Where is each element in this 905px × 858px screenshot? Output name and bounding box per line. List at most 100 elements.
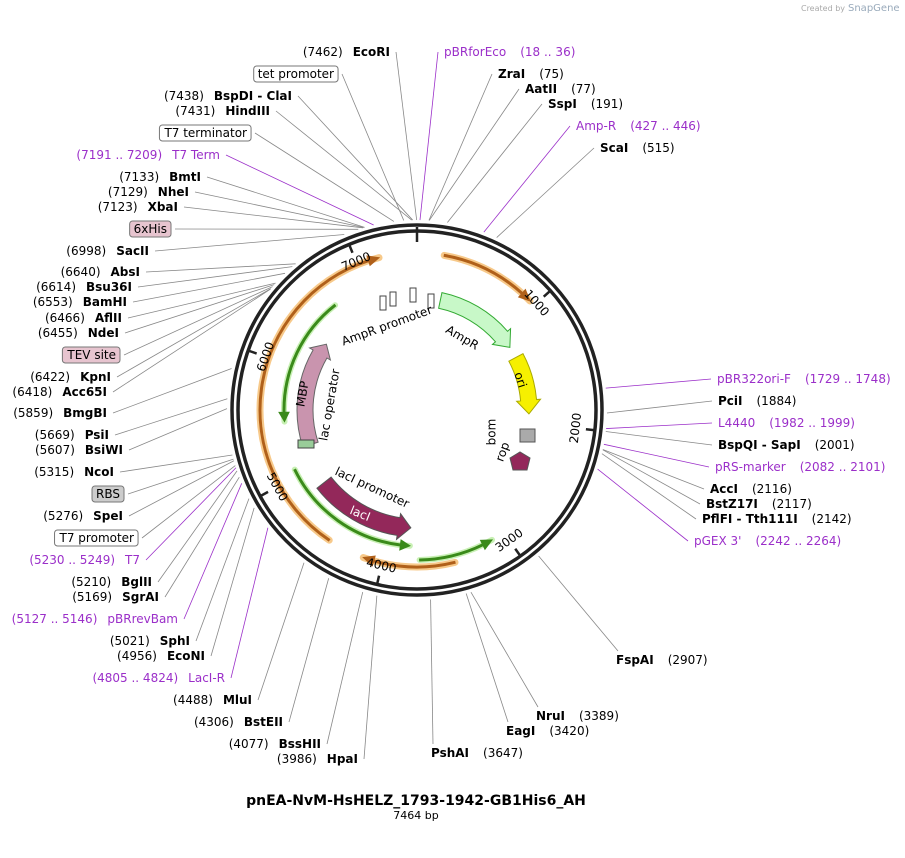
left-label: (5315) NcoI [34,465,114,479]
site-name: SacII [116,244,149,258]
left-label: (6614) Bsu36I [36,280,132,294]
feature-name: 6xHis [134,222,167,236]
site-name: PsiI [85,428,109,442]
site-name: BmgBI [63,406,107,420]
feature-label: ori [511,370,529,389]
leader-line [123,286,273,356]
position: (5230 .. 5249) [29,553,115,567]
site-name: NruI [536,709,565,723]
promoter-arc-line [278,303,337,423]
position: (4306) [194,715,234,729]
site-name: Acc65I [62,385,107,399]
leader-line [257,562,305,701]
promoter-mark [427,293,435,309]
position: (6455) [38,326,78,340]
left-label: (4805 .. 4824) LacI-R [92,671,225,685]
leader-line [395,51,418,221]
site-name: FspAI [616,653,654,667]
backbone-outer [230,223,604,597]
left-label: (4306) BstEII [194,715,283,729]
position: (191) [591,97,623,111]
site-name: SpeI [93,509,123,523]
left-label: (6466) AflII [45,311,122,325]
leader-line [183,483,243,620]
feature-label: MBP [293,380,311,408]
feature-name: TEV site [66,348,116,362]
ring-tick-label: 5000 [264,470,291,504]
position: (18 .. 36) [520,45,575,59]
right-label: BspQI - SapI (2001) [718,438,855,452]
leader-line [606,422,713,429]
label-box [91,485,125,503]
position: (2001) [815,438,855,452]
site-name: BstZ17I [706,497,758,511]
position: (6418) [12,385,52,399]
feature-name: pRS-marker [715,460,786,474]
label-box [253,65,339,83]
right-label: ScaI (515) [600,141,675,155]
position: (77) [571,82,596,96]
position: (3986) [277,752,317,766]
right-label: pBR322ori-F (1729 .. 1748) [717,372,891,386]
leader-line [230,527,269,679]
left-label: (5021) SphI [110,634,190,648]
primer-arc-line [362,555,456,569]
site-name: BstEII [244,715,283,729]
position: (2907) [668,653,708,667]
leader-line [119,454,233,473]
right-label: EagI (3420) [506,724,589,738]
site-name: AccI [710,482,738,496]
left-label: (5859) BmgBI [13,406,107,420]
left-label: (7191 .. 7209) T7 Term [76,148,220,162]
feature-name: LacI-R [188,671,225,685]
left-label: (5230 .. 5249) T7 [29,553,140,567]
site-name: SspI [548,97,577,111]
leader-line [605,431,713,446]
site-name: BssHII [279,737,321,751]
site-name: EcoNI [167,649,205,663]
site-name: PshAI [431,746,469,760]
position: (5127 .. 5146) [12,612,98,626]
feature-name: T7 promoter [59,531,135,545]
feature-name: tet promoter [258,67,334,81]
site-name: Bsu36I [86,280,132,294]
left-label: (5669) PsiI [35,428,109,442]
right-label: NruI (3389) [536,709,619,723]
leader-line [116,288,272,378]
position: (5276) [43,509,83,523]
ring-tick [542,290,551,298]
site-name: EagI [506,724,535,738]
ring-tick [248,349,258,355]
feature-name: Amp-R [576,119,616,133]
leader-line [496,147,595,238]
position: (5169) [72,590,112,604]
label-box [61,346,121,364]
leader-line [164,476,240,598]
position: (2082 .. 2101) [800,460,886,474]
rop-mark [509,451,531,471]
left-label: (6640) AbsI [61,265,140,279]
leader-line [601,453,697,520]
site-name: PciI [718,394,743,408]
leader-line [602,449,701,505]
leader-line [605,378,712,389]
position: (6640) [61,265,101,279]
site-name: BglII [121,575,152,589]
position: (3647) [483,746,523,760]
leader-line [128,408,228,451]
leaders [112,51,713,760]
ring-tick-label: 7000 [339,249,373,274]
leader-line [137,266,293,288]
position: (1729 .. 1748) [805,372,891,386]
leader-line [225,154,374,226]
promoter-arc-line [419,539,494,562]
right-label: pRS-marker (2082 .. 2101) [715,460,885,474]
feature-name: T7 Term [171,148,220,162]
right-label: ZraI (75) [498,67,564,81]
feature-label: bom [485,419,499,446]
right-label: PflFI - Tth111I (2142) [702,512,852,526]
leader-line [341,73,405,221]
left-label: RBS [96,487,120,501]
leader-line [141,465,236,539]
leader-line [447,103,543,223]
